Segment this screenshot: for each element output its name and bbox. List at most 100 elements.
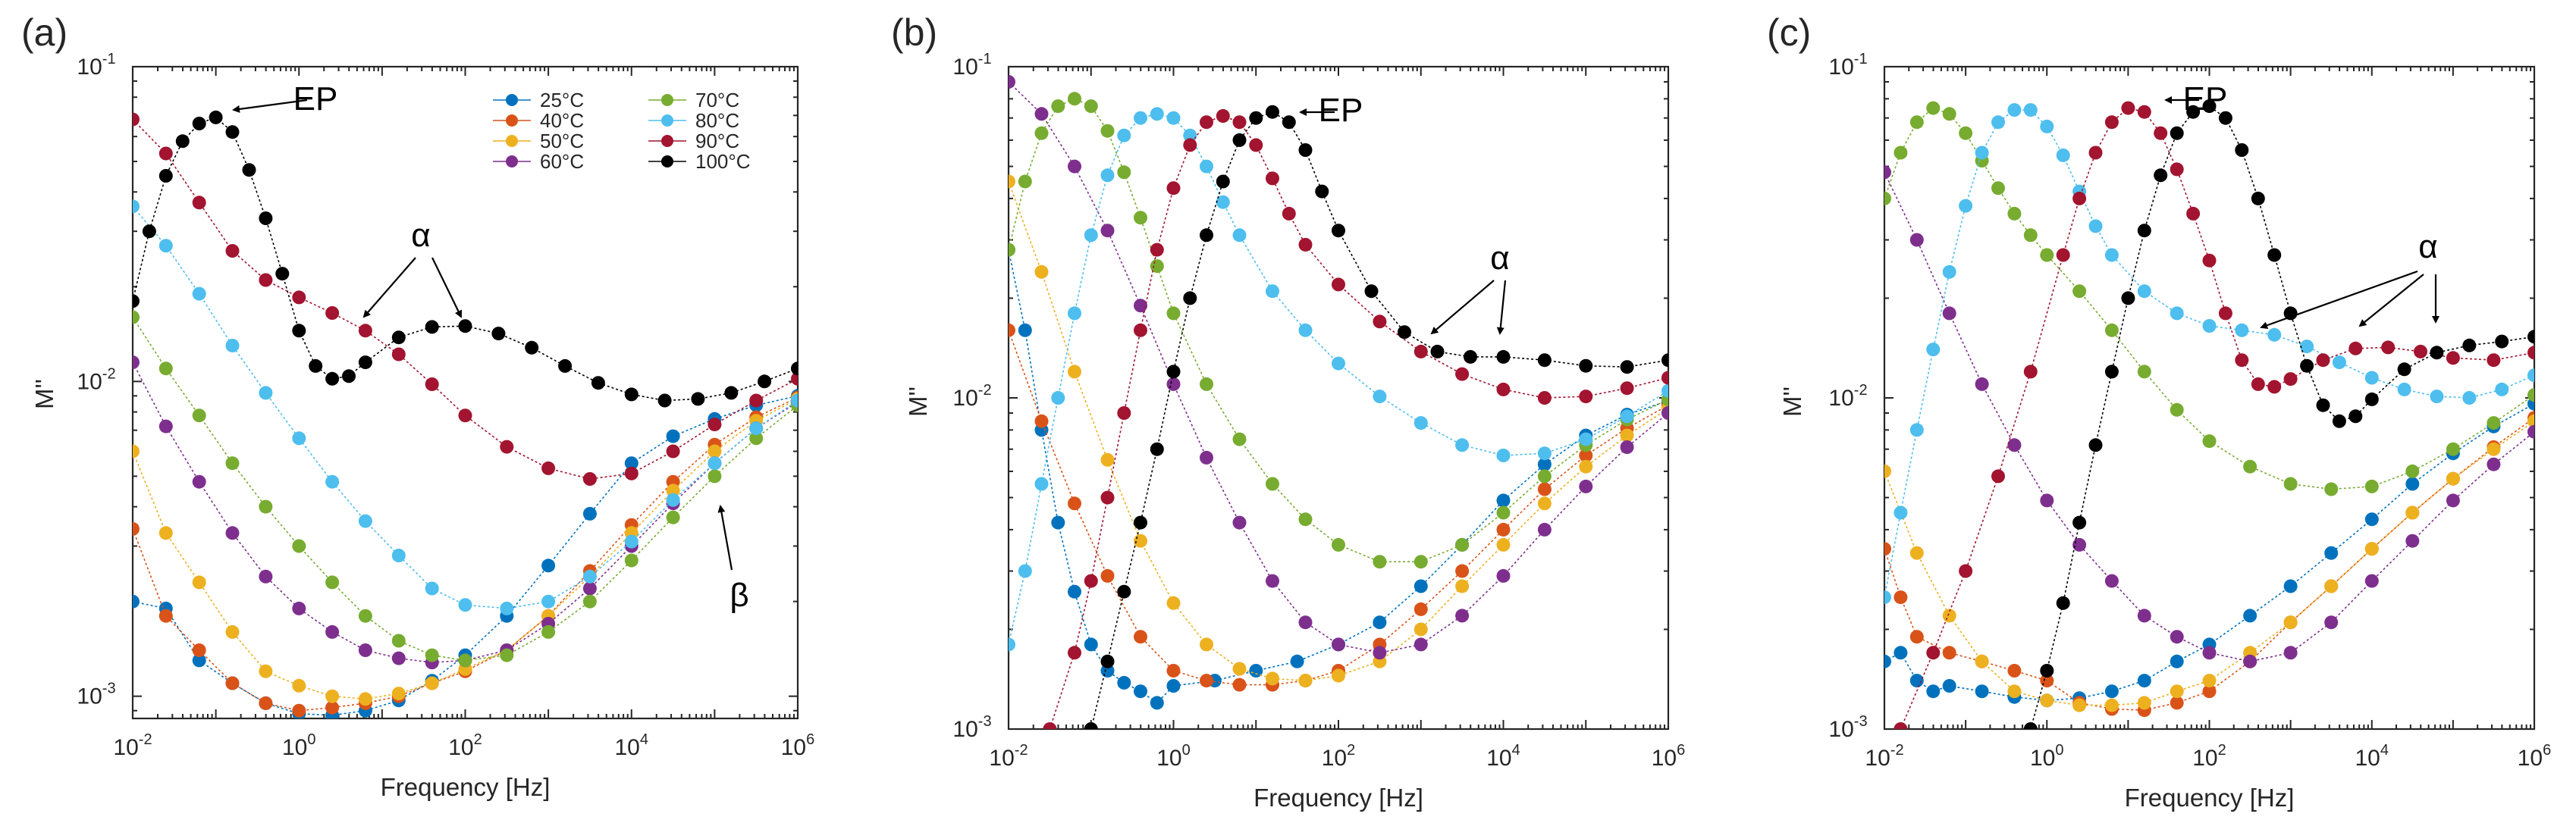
data-point bbox=[1068, 646, 1081, 660]
data-point bbox=[1009, 243, 1015, 257]
data-point bbox=[2088, 438, 2103, 452]
data-point bbox=[2137, 696, 2151, 710]
data-point bbox=[1266, 671, 1279, 686]
data-point bbox=[1942, 264, 1956, 279]
data-point bbox=[1150, 259, 1164, 274]
data-point bbox=[225, 456, 240, 471]
data-point bbox=[1183, 138, 1197, 152]
data-point bbox=[358, 355, 372, 370]
data-point bbox=[259, 499, 273, 514]
data-point bbox=[175, 134, 190, 149]
data-point bbox=[1117, 128, 1131, 142]
data-point bbox=[2202, 646, 2217, 660]
x-tick-label: 102 bbox=[1322, 742, 1356, 771]
data-point bbox=[2527, 330, 2534, 344]
data-point bbox=[1579, 358, 1593, 373]
data-point bbox=[2462, 391, 2477, 405]
x-tick-label: 100 bbox=[282, 731, 316, 760]
data-point bbox=[2104, 248, 2119, 262]
data-point bbox=[2072, 515, 2087, 530]
legend-label: 100°C bbox=[695, 150, 751, 173]
data-point bbox=[2007, 103, 2022, 117]
data-point bbox=[325, 306, 340, 320]
data-point bbox=[1398, 325, 1411, 340]
annotation-arrow bbox=[2260, 270, 2418, 330]
data-point bbox=[2381, 340, 2396, 355]
data-point bbox=[158, 169, 173, 183]
data-point bbox=[1975, 377, 1989, 391]
data-point bbox=[500, 601, 514, 615]
data-point bbox=[2446, 442, 2460, 456]
y-axis-label: M'' bbox=[30, 379, 58, 409]
data-point bbox=[358, 643, 372, 657]
annotation-arrow bbox=[431, 257, 462, 318]
data-point bbox=[2349, 341, 2363, 355]
data-point bbox=[358, 692, 372, 706]
legend-label: 90°C bbox=[695, 130, 739, 152]
data-point bbox=[582, 569, 597, 584]
data-point bbox=[2364, 479, 2379, 493]
data-point bbox=[1232, 432, 1247, 446]
data-point bbox=[691, 392, 705, 406]
data-point bbox=[1496, 349, 1511, 364]
data-point bbox=[1166, 181, 1181, 196]
y-tick-label: 10-3 bbox=[1828, 713, 1867, 742]
data-point bbox=[2495, 382, 2509, 396]
data-point bbox=[391, 651, 406, 665]
data-point bbox=[708, 469, 722, 484]
legend-marker bbox=[661, 94, 673, 106]
data-point bbox=[2527, 346, 2534, 360]
data-point bbox=[1332, 637, 1345, 652]
data-point bbox=[2430, 346, 2444, 360]
data-point bbox=[391, 687, 406, 701]
x-tick-label: 106 bbox=[2518, 742, 2552, 771]
data-point bbox=[1414, 555, 1428, 569]
data-point bbox=[2283, 646, 2298, 660]
data-point bbox=[2104, 323, 2119, 337]
legend-label: 40°C bbox=[540, 109, 584, 132]
data-point bbox=[1100, 654, 1115, 668]
data-point bbox=[292, 324, 306, 338]
data-point bbox=[1926, 343, 1941, 357]
data-point bbox=[2283, 477, 2298, 491]
series-line bbox=[2030, 105, 2534, 729]
legend-marker bbox=[506, 114, 518, 127]
data-point bbox=[1579, 449, 1593, 462]
data-point bbox=[133, 199, 140, 214]
data-point bbox=[192, 408, 206, 423]
data-point bbox=[1009, 323, 1015, 337]
data-point bbox=[1183, 291, 1197, 305]
data-point bbox=[1373, 646, 1387, 660]
data-point bbox=[1455, 537, 1470, 552]
data-point bbox=[1332, 277, 1345, 292]
data-point bbox=[1018, 564, 1032, 578]
data-point bbox=[1166, 679, 1181, 693]
panel-label: (b) bbox=[891, 11, 937, 54]
data-point bbox=[2332, 414, 2346, 428]
data-point bbox=[1034, 477, 1049, 491]
data-point bbox=[2487, 457, 2501, 471]
data-point bbox=[1216, 174, 1230, 189]
data-point bbox=[1496, 568, 1511, 583]
data-point bbox=[425, 581, 439, 596]
data-point bbox=[1884, 542, 1891, 556]
x-tick-label: 106 bbox=[1652, 742, 1686, 771]
data-point bbox=[1373, 615, 1387, 630]
data-point bbox=[2430, 390, 2444, 404]
data-point bbox=[1373, 315, 1387, 329]
data-point bbox=[1134, 515, 1147, 530]
data-point bbox=[2487, 353, 2501, 368]
y-tick-label: 10-2 bbox=[952, 382, 991, 411]
data-point bbox=[1496, 382, 1511, 396]
data-point bbox=[1414, 637, 1428, 652]
y-tick-label: 10-3 bbox=[952, 713, 991, 742]
data-point bbox=[2300, 340, 2314, 354]
data-point bbox=[1150, 696, 1164, 710]
data-point bbox=[1051, 391, 1065, 405]
data-point bbox=[1909, 233, 1924, 247]
data-point bbox=[1134, 684, 1147, 699]
data-point bbox=[657, 393, 672, 408]
data-point bbox=[2186, 206, 2201, 221]
data-point bbox=[259, 273, 273, 287]
